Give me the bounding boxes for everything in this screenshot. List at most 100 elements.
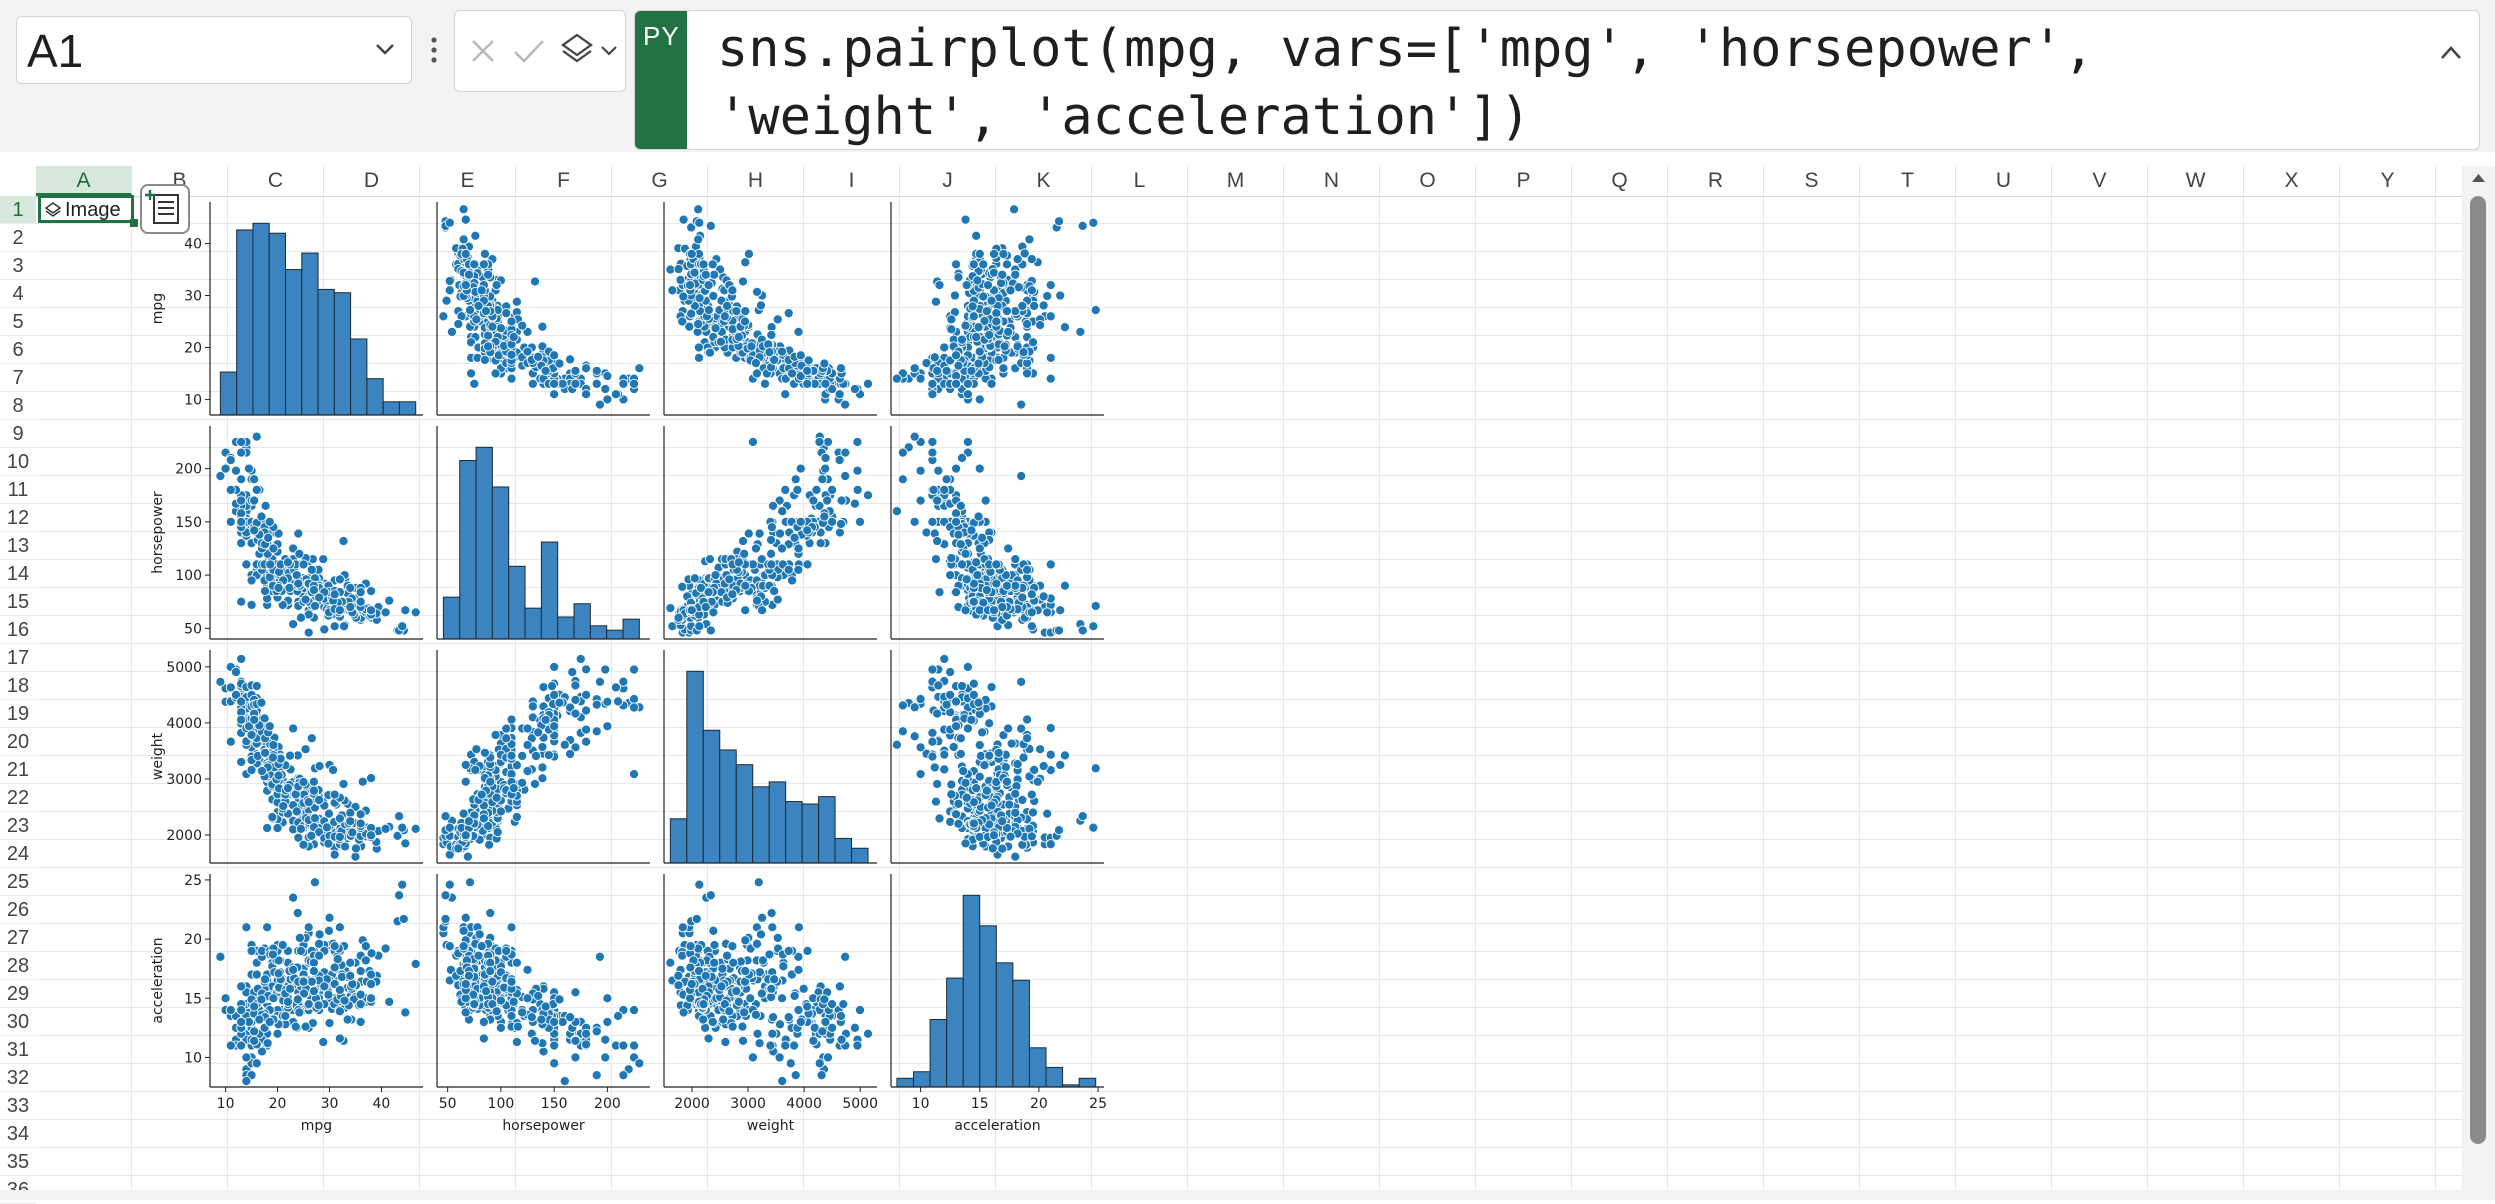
column-header-l[interactable]: L — [1092, 166, 1188, 196]
cancel-icon[interactable] — [467, 35, 499, 67]
row-header-11[interactable]: 11 — [0, 476, 36, 504]
column-header-t[interactable]: T — [1860, 166, 1956, 196]
scatter-point — [910, 432, 919, 441]
row-header-8[interactable]: 8 — [0, 392, 36, 420]
row-header-19[interactable]: 19 — [0, 700, 36, 728]
column-header-j[interactable]: J — [900, 166, 996, 196]
row-header-18[interactable]: 18 — [0, 672, 36, 700]
row-header-17[interactable]: 17 — [0, 644, 36, 672]
row-header-23[interactable]: 23 — [0, 812, 36, 840]
scatter-point — [346, 602, 355, 611]
histogram-bar — [947, 978, 964, 1087]
chevron-down-icon[interactable] — [371, 35, 399, 63]
scatter-point — [325, 1019, 334, 1028]
column-header-h[interactable]: H — [708, 166, 804, 196]
selected-cell-a1[interactable]: Image — [38, 195, 134, 223]
column-header-x[interactable]: X — [2244, 166, 2340, 196]
column-header-a[interactable]: A — [36, 166, 132, 196]
histogram-bar — [383, 402, 399, 415]
column-header-f[interactable]: F — [516, 166, 612, 196]
layers-icon[interactable] — [559, 31, 595, 67]
column-header-d[interactable]: D — [324, 166, 420, 196]
row-header-2[interactable]: 2 — [0, 224, 36, 252]
histogram-bar — [558, 617, 574, 639]
scatter-point — [472, 745, 481, 754]
scatter-point — [459, 235, 468, 244]
column-header-s[interactable]: S — [1764, 166, 1860, 196]
row-header-31[interactable]: 31 — [0, 1036, 36, 1064]
row-header-22[interactable]: 22 — [0, 784, 36, 812]
row-header-10[interactable]: 10 — [0, 448, 36, 476]
scatter-point — [279, 802, 288, 811]
row-header-6[interactable]: 6 — [0, 336, 36, 364]
row-header-34[interactable]: 34 — [0, 1120, 36, 1148]
column-header-r[interactable]: R — [1668, 166, 1764, 196]
row-header-25[interactable]: 25 — [0, 868, 36, 896]
scatter-point — [992, 317, 1001, 326]
more-options-icon[interactable] — [426, 30, 442, 70]
row-header-14[interactable]: 14 — [0, 560, 36, 588]
row-header-7[interactable]: 7 — [0, 364, 36, 392]
row-header-24[interactable]: 24 — [0, 840, 36, 868]
formula-text[interactable]: sns.pairplot(mpg, vars=['mpg', 'horsepow… — [717, 15, 2397, 150]
column-header-m[interactable]: M — [1188, 166, 1284, 196]
row-header-4[interactable]: 4 — [0, 280, 36, 308]
column-header-o[interactable]: O — [1380, 166, 1476, 196]
chevron-up-icon[interactable] — [2437, 41, 2465, 65]
row-header-13[interactable]: 13 — [0, 532, 36, 560]
column-header-q[interactable]: Q — [1572, 166, 1668, 196]
scatter-point — [916, 466, 925, 475]
column-header-e[interactable]: E — [420, 166, 516, 196]
scatter-point — [257, 512, 266, 521]
column-header-c[interactable]: C — [228, 166, 324, 196]
scatter-point — [916, 743, 925, 752]
scatter-point — [260, 748, 269, 757]
scatter-point — [1046, 281, 1055, 290]
row-header-21[interactable]: 21 — [0, 756, 36, 784]
column-header-g[interactable]: G — [612, 166, 708, 196]
scatter-point — [796, 517, 805, 526]
row-header-20[interactable]: 20 — [0, 728, 36, 756]
scatter-point — [1006, 286, 1015, 295]
row-header-1[interactable]: 1 — [0, 196, 36, 224]
row-header-35[interactable]: 35 — [0, 1148, 36, 1176]
scatter-point — [1014, 283, 1023, 292]
row-header-33[interactable]: 33 — [0, 1092, 36, 1120]
column-header-w[interactable]: W — [2148, 166, 2244, 196]
row-header-26[interactable]: 26 — [0, 896, 36, 924]
scatter-point — [898, 475, 907, 484]
row-header-29[interactable]: 29 — [0, 980, 36, 1008]
histogram-bar — [541, 542, 557, 639]
column-header-p[interactable]: P — [1476, 166, 1572, 196]
row-header-12[interactable]: 12 — [0, 504, 36, 532]
scatter-point — [1005, 800, 1014, 809]
chevron-down-icon[interactable] — [599, 41, 619, 61]
scatter-point — [496, 807, 505, 816]
row-header-15[interactable]: 15 — [0, 588, 36, 616]
row-header-28[interactable]: 28 — [0, 952, 36, 980]
scatter-point — [1089, 622, 1098, 631]
fill-handle[interactable] — [130, 219, 138, 227]
pairplot-chart[interactable]: 10203040mpg50100150200horsepower20003000… — [140, 196, 1120, 1176]
row-header-5[interactable]: 5 — [0, 308, 36, 336]
row-header-3[interactable]: 3 — [0, 252, 36, 280]
column-header-u[interactable]: U — [1956, 166, 2052, 196]
scatter-point — [459, 942, 468, 951]
row-header-9[interactable]: 9 — [0, 420, 36, 448]
enter-check-icon[interactable] — [511, 35, 547, 67]
column-header-k[interactable]: K — [996, 166, 1092, 196]
column-header-v[interactable]: V — [2052, 166, 2148, 196]
column-header-n[interactable]: N — [1284, 166, 1380, 196]
row-header-32[interactable]: 32 — [0, 1064, 36, 1092]
scatter-point — [250, 1027, 259, 1036]
column-header-i[interactable]: I — [804, 166, 900, 196]
formula-input[interactable]: PY sns.pairplot(mpg, vars=['mpg', 'horse… — [634, 10, 2480, 150]
name-box[interactable]: A1 — [16, 16, 412, 84]
scatter-point — [293, 908, 302, 917]
scatter-point — [242, 560, 251, 569]
name-box-value[interactable]: A1 — [27, 23, 83, 79]
column-header-y[interactable]: Y — [2340, 166, 2436, 196]
row-header-16[interactable]: 16 — [0, 616, 36, 644]
row-header-30[interactable]: 30 — [0, 1008, 36, 1036]
row-header-27[interactable]: 27 — [0, 924, 36, 952]
